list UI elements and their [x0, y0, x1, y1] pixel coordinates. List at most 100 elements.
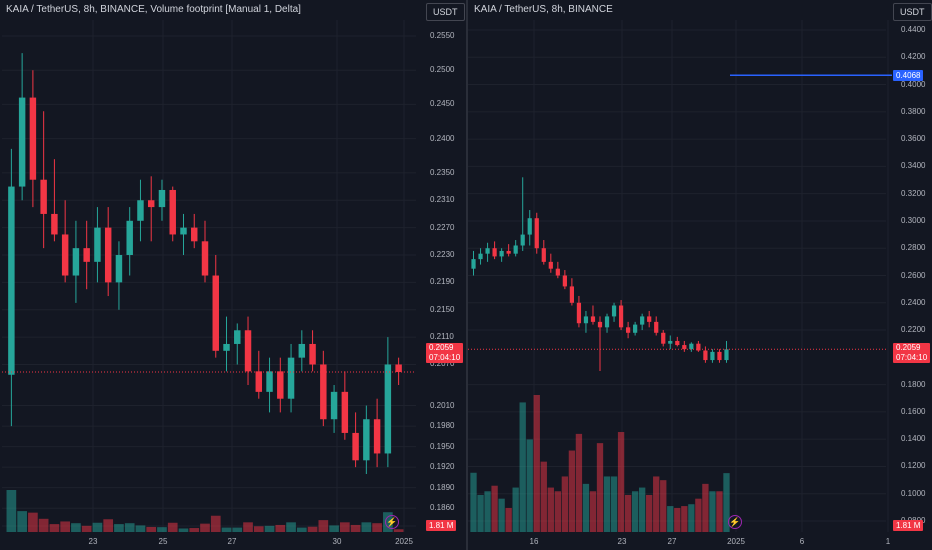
price-tick-label: 0.2150 — [430, 304, 455, 314]
left-current-price: 0.2059 — [429, 343, 454, 352]
candle-body — [682, 345, 687, 350]
price-tick-label: 0.2500 — [430, 65, 455, 75]
candle-body — [147, 200, 155, 208]
left-chart-pane[interactable]: KAIA / TetherUS, 8h, BINANCE, Volume foo… — [0, 0, 466, 550]
time-tick-label: 2025 — [395, 537, 413, 546]
price-tick-label: 0.2400 — [430, 133, 455, 143]
left-current-price-badge: 0.2059 07:04:10 — [426, 343, 464, 363]
candle-body — [654, 321, 659, 333]
volume-bar — [716, 491, 723, 532]
time-tick-label: 27 — [227, 537, 237, 546]
price-tick-label: 0.2200 — [901, 325, 926, 335]
candle-body — [363, 419, 370, 461]
candle-body — [244, 330, 252, 372]
candle-body — [492, 248, 497, 257]
left-countdown: 07:04:10 — [429, 353, 461, 362]
candle-body — [485, 248, 490, 254]
price-tick-label: 0.1400 — [901, 434, 926, 444]
volume-bar — [243, 522, 253, 532]
candle-body — [352, 432, 359, 461]
candle-body — [640, 316, 645, 325]
price-tick-label: 0.1800 — [901, 379, 926, 389]
volume-bar — [157, 527, 167, 532]
price-tick-label: 0.1950 — [430, 441, 455, 451]
volume-bar — [135, 525, 146, 532]
candle-body — [696, 343, 701, 351]
candle-body — [527, 218, 532, 235]
candle-body — [72, 248, 80, 276]
volume-bar — [575, 433, 583, 532]
price-tick-label: 0.3400 — [901, 161, 926, 171]
price-tick-label: 0.4200 — [901, 52, 926, 62]
right-chart-pane[interactable]: KAIA / TetherUS, 8h, BINANCE USDT 0.4400… — [468, 0, 932, 550]
candle-body — [287, 357, 295, 399]
candle-body — [104, 227, 112, 283]
time-tick-label: 30 — [332, 537, 342, 546]
left-candlestick-chart[interactable] — [0, 0, 466, 550]
price-tick-label: 0.2550 — [430, 31, 455, 40]
volume-bar — [210, 515, 221, 532]
candle-body — [395, 364, 402, 373]
volume-bar — [60, 521, 71, 532]
volume-bar — [296, 527, 307, 532]
right-candlestick-chart[interactable] — [468, 0, 932, 550]
time-tick-label: 23 — [617, 537, 627, 546]
volume-bar — [329, 525, 339, 532]
volume-bar — [17, 511, 27, 532]
right-lightning-icon[interactable]: ⚡ — [728, 515, 742, 529]
volume-bar — [596, 443, 604, 532]
volume-bar — [617, 432, 625, 532]
right-currency-button[interactable]: USDT — [893, 3, 932, 21]
candle-body — [320, 364, 327, 420]
candle-body — [18, 97, 26, 187]
left-currency-button[interactable]: USDT — [426, 3, 465, 21]
candle-body — [212, 275, 219, 351]
volume-bar — [92, 522, 103, 532]
pane-divider[interactable] — [466, 0, 468, 550]
volume-bar — [533, 395, 540, 532]
right-symbol-title[interactable]: KAIA / TetherUS, 8h, BINANCE — [474, 4, 613, 15]
price-tick-label: 0.4000 — [901, 79, 926, 89]
price-tick-label: 0.3800 — [901, 106, 926, 116]
volume-bar — [275, 524, 286, 532]
price-tick-label: 0.2110 — [430, 332, 454, 342]
time-tick-label: 1 — [885, 537, 891, 546]
volume-bar — [660, 480, 667, 532]
price-tick-label: 0.2010 — [430, 400, 455, 410]
price-tick-label: 0.2270 — [430, 222, 455, 232]
volume-bar — [681, 506, 688, 532]
candle-body — [373, 419, 381, 454]
volume-bar — [253, 526, 264, 532]
candle-body — [597, 321, 603, 328]
volume-bar — [221, 527, 232, 532]
volume-bar — [695, 498, 702, 532]
right-volume-badge: 1.81 M — [893, 520, 924, 531]
volume-bar — [114, 524, 124, 532]
candle-body — [126, 220, 133, 255]
candle-body — [661, 332, 666, 344]
price-tick-label: 0.3200 — [901, 188, 926, 198]
candle-body — [576, 302, 582, 324]
candle-body — [562, 275, 567, 287]
time-tick-label: 16 — [529, 537, 539, 546]
volume-bar — [526, 439, 533, 532]
volume-bar — [232, 527, 243, 532]
candle-body — [626, 327, 631, 333]
volume-bar — [554, 491, 561, 532]
candle-body — [137, 200, 144, 221]
left-symbol-title[interactable]: KAIA / TetherUS, 8h, BINANCE, Volume foo… — [6, 4, 301, 15]
candle-body — [541, 248, 546, 262]
candle-body — [633, 324, 638, 333]
volume-bar — [318, 520, 329, 532]
volume-bar — [653, 476, 660, 532]
candle-body — [534, 218, 539, 249]
time-tick-label: 6 — [799, 537, 805, 546]
volume-bar — [361, 522, 372, 532]
volume-bar — [286, 522, 296, 532]
volume-bar — [81, 525, 92, 532]
price-tick-label: 0.4400 — [901, 25, 926, 34]
volume-bar — [547, 487, 554, 532]
left-lightning-icon[interactable]: ⚡ — [385, 515, 399, 529]
candle-body — [169, 189, 176, 235]
volume-bar — [146, 526, 157, 532]
